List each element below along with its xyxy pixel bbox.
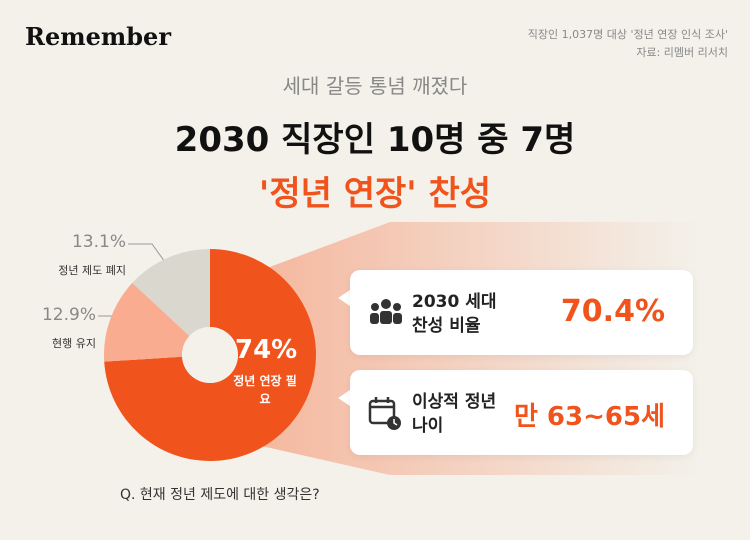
pie-slice	[104, 249, 316, 462]
leader-line	[128, 243, 166, 263]
card-pointer	[338, 290, 350, 306]
slice-value-label: 13.1%	[71, 232, 126, 252]
highlight: '정년 연장' 찬성	[258, 174, 492, 214]
brand: Remember	[25, 22, 171, 51]
pie-slice	[132, 249, 210, 336]
card-value: 만 63~65세	[513, 402, 665, 432]
slice-value-label: 74%	[235, 335, 298, 365]
title: 2030 직장인 10명 중 7명	[174, 120, 576, 160]
pie-slice	[103, 282, 190, 362]
credit: 자료: 리멤버 리서치	[636, 46, 728, 59]
subtitle: 세대 갈등 통념 깨졌다	[282, 74, 468, 98]
question: Q. 현재 정년 제도에 대한 생각은?	[120, 487, 320, 503]
stat-card: 2030 세대 찬성 비율 70.4%	[350, 270, 693, 355]
card-pointer	[338, 390, 350, 406]
people-icon	[370, 299, 402, 324]
card-label: 2030 세대 찬성 비율	[412, 292, 497, 336]
card-value: 70.4%	[560, 294, 665, 329]
source: 직장인 1,037명 대상 '정년 연장 인식 조사'	[527, 28, 728, 41]
pie-hole	[182, 327, 238, 383]
stat-card: 이상적 정년 나이 만 63~65세	[350, 370, 693, 455]
slice-category-label: 정년 연장 필요	[233, 374, 297, 406]
slice-category-label: 정년 제도 폐지	[58, 264, 126, 277]
card-label: 이상적 정년 나이	[412, 392, 497, 436]
calendar-icon	[368, 397, 401, 430]
slice-category-label: 현행 유지	[52, 337, 96, 350]
slice-value-label: 12.9%	[41, 305, 96, 325]
